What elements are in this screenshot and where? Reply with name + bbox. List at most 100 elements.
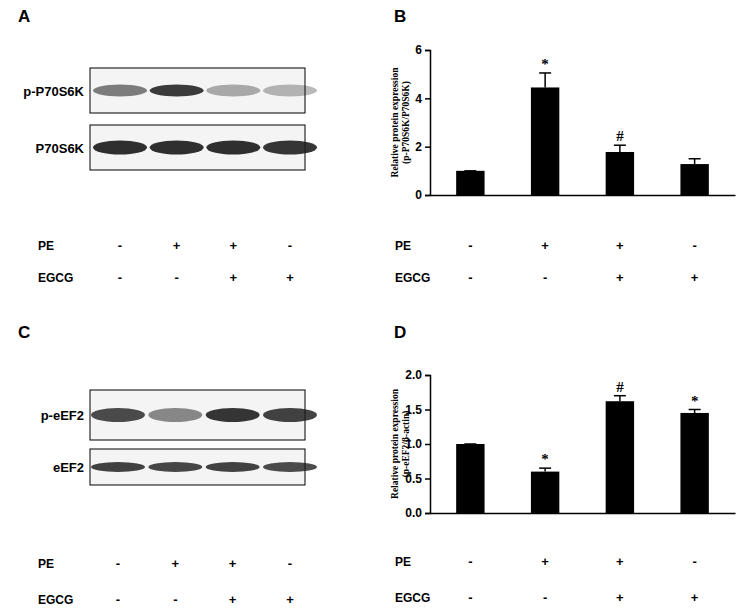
condition-sign: - — [692, 554, 696, 569]
condition-sign: + — [541, 554, 549, 569]
condition-sign: + — [616, 554, 624, 569]
error-bar — [689, 410, 701, 413]
x-axis-line — [431, 513, 736, 515]
error-bar — [539, 468, 551, 471]
condition-label: EGCG — [395, 271, 430, 285]
condition-sign: - — [174, 270, 178, 285]
error-whisker — [544, 73, 546, 88]
blot-band — [206, 85, 260, 97]
y-axis-title: (p-P70S6K/P70S6K) — [401, 81, 412, 164]
bar — [531, 87, 559, 195]
blot-row-label: p-eEF2 — [41, 408, 84, 423]
y-tick-label: 4 — [415, 92, 422, 106]
x-axis — [431, 513, 736, 515]
condition-sign: - — [468, 238, 472, 253]
y-tick: 0 — [415, 188, 430, 202]
condition-sign: - — [543, 590, 547, 605]
y-tick-mark — [425, 98, 430, 100]
condition-sign: - — [118, 270, 122, 285]
bar — [456, 444, 484, 513]
bar — [680, 413, 708, 513]
y-tick: 4 — [415, 92, 430, 106]
panel-label: D — [394, 323, 406, 342]
y-axis-title: (p-eEF2/β-actin) — [401, 411, 412, 478]
blot-band — [206, 462, 260, 472]
condition-label: PE — [395, 239, 411, 253]
chart-panel: B 0 2 4 6 Relative protein expression(p-P70S6… — [390, 7, 736, 285]
condition-label: PE — [38, 557, 54, 571]
error-bar — [464, 444, 476, 445]
plot-area — [456, 396, 709, 513]
blot-band — [150, 141, 204, 155]
condition-sign: + — [286, 270, 294, 285]
x-axis-line — [431, 195, 736, 197]
condition-sign: - — [468, 590, 472, 605]
blot-band — [206, 408, 260, 422]
blot-band — [263, 408, 317, 422]
error-cap — [539, 467, 551, 469]
panel-label: B — [394, 7, 406, 26]
chart-panel: D0.00.51.01.52.0Relative protein express… — [390, 323, 736, 605]
error-bar — [614, 145, 626, 152]
y-tick: 0.0 — [405, 506, 430, 520]
y-axis-title: Relative protein expression — [390, 67, 400, 178]
y-tick: 6 — [415, 43, 430, 57]
bar — [680, 164, 708, 195]
significance-mark: * — [691, 393, 699, 409]
condition-sign: + — [230, 270, 238, 285]
condition-sign: - — [468, 554, 472, 569]
y-tick-mark — [425, 513, 430, 515]
error-bar — [614, 396, 626, 402]
condition-sign: - — [288, 238, 292, 253]
condition-sign: + — [616, 238, 624, 253]
y-tick-mark — [425, 375, 430, 377]
error-cap — [464, 170, 476, 172]
y-tick: 2 — [415, 140, 430, 154]
condition-sign: + — [616, 270, 624, 285]
y-tick-mark — [425, 478, 430, 480]
condition-sign: + — [286, 592, 294, 607]
condition-sign: + — [691, 270, 699, 285]
condition-label: PE — [395, 555, 411, 569]
condition-label: PE — [38, 239, 54, 253]
condition-sign: + — [541, 238, 549, 253]
bar — [531, 472, 559, 513]
condition-sign: + — [229, 556, 237, 571]
y-tick-label: 2 — [415, 140, 422, 154]
error-cap — [689, 409, 701, 411]
condition-sign: + — [616, 590, 624, 605]
condition-label: EGCG — [38, 271, 73, 285]
y-axis-title: Relative protein expression — [390, 388, 400, 499]
condition-sign: + — [172, 556, 180, 571]
y-tick-mark — [425, 409, 430, 411]
blot-band — [91, 408, 145, 422]
y-tick-mark — [425, 50, 430, 52]
panel-label: C — [18, 323, 30, 342]
blot-band — [93, 141, 147, 155]
x-axis — [431, 195, 736, 197]
significance-mark: # — [616, 128, 624, 144]
error-cap — [614, 395, 626, 397]
bar — [606, 152, 634, 195]
bar — [606, 401, 634, 513]
y-tick-label: 0 — [415, 188, 422, 202]
blot-row-label: eEF2 — [53, 460, 84, 475]
condition-sign: + — [691, 590, 699, 605]
error-cap — [689, 158, 701, 160]
error-whisker — [619, 145, 621, 152]
y-tick-mark — [425, 146, 430, 148]
blot-row-label: P70S6K — [36, 141, 85, 156]
condition-sign: - — [468, 270, 472, 285]
error-cap — [539, 72, 551, 74]
y-tick-label: 0.0 — [405, 506, 422, 520]
blot-band — [263, 85, 317, 97]
blot-band — [206, 141, 260, 155]
y-axis-line — [425, 376, 431, 514]
error-bar — [539, 73, 551, 88]
blot-band — [93, 85, 147, 97]
blot-band — [148, 408, 202, 422]
error-bar — [689, 159, 701, 164]
y-tick: 2.0 — [405, 368, 430, 382]
y-tick-label: 6 — [415, 43, 422, 57]
blot-row-label: p-P70S6K — [23, 84, 84, 99]
